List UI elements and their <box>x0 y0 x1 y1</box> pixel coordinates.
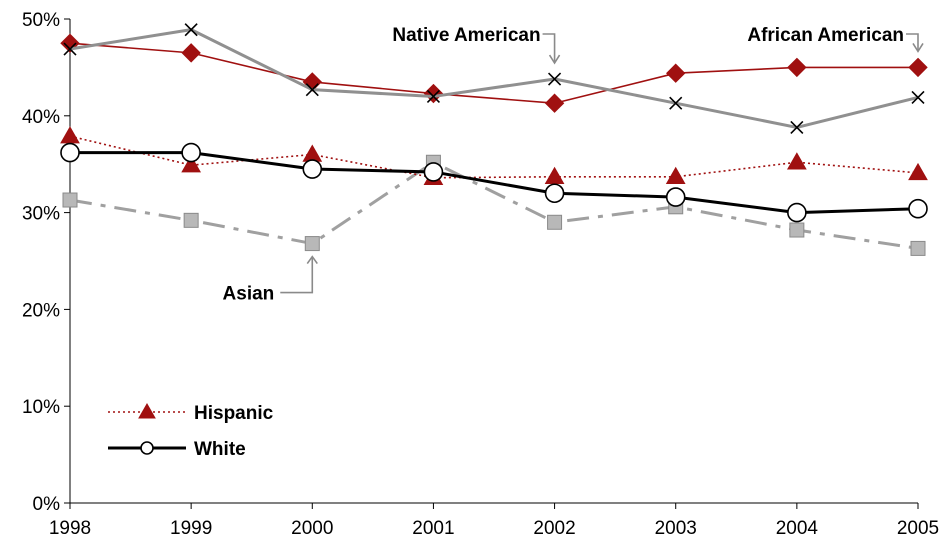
data-point-hispanic <box>181 155 202 173</box>
data-point-native-american <box>790 120 804 134</box>
data-point-african-american <box>544 93 565 113</box>
annotation-arrow <box>542 33 556 63</box>
series-asian <box>62 154 926 256</box>
legend-label: White <box>194 439 246 460</box>
data-point-african-american <box>181 43 201 63</box>
marker-stroke <box>426 89 440 104</box>
series-line-asian <box>69 160 919 250</box>
x-tick-label: 2005 <box>897 518 939 539</box>
annotation-label: Asian <box>223 284 275 305</box>
annotation-african-american: African American <box>747 25 924 53</box>
y-tick-label: 40% <box>22 107 60 128</box>
x-tick-label: 1998 <box>49 518 91 539</box>
data-point-hispanic <box>302 144 323 162</box>
data-point-native-american <box>63 42 77 56</box>
y-tick-label: 20% <box>22 300 60 321</box>
data-point-hispanic <box>60 126 80 144</box>
marker-stroke <box>548 72 562 86</box>
y-tick-label: 50% <box>22 10 60 31</box>
data-point-asian <box>304 236 320 252</box>
data-point-white <box>665 187 686 207</box>
x-tick-label: 2004 <box>776 518 819 539</box>
data-point-asian <box>183 212 199 228</box>
legend-swatch-marker <box>138 402 156 419</box>
marker-stroke <box>669 96 683 110</box>
series-white <box>60 142 928 223</box>
data-point-african-american <box>423 83 444 104</box>
series-line-hispanic <box>69 135 919 179</box>
annotation-arrow <box>280 257 314 294</box>
annotation-asian: Asian <box>223 255 318 305</box>
annotation-label: Native American <box>392 25 540 46</box>
annotation-arrow <box>906 33 919 51</box>
annotation-arrowhead <box>548 54 561 65</box>
marker-stroke <box>790 120 804 134</box>
data-point-asian <box>789 222 805 238</box>
legend-swatch-marker <box>140 441 154 455</box>
y-tick-label: 30% <box>22 204 60 225</box>
data-point-native-american <box>184 23 198 37</box>
x-tick-label: 2002 <box>533 518 575 539</box>
marker-stroke <box>63 42 77 56</box>
data-point-asian <box>547 214 563 230</box>
data-point-white <box>181 142 201 163</box>
data-point-african-american <box>666 63 686 83</box>
legend-item-white: White <box>108 439 246 460</box>
data-point-asian <box>910 240 926 256</box>
data-point-hispanic <box>665 166 686 185</box>
data-point-hispanic <box>786 152 807 170</box>
data-point-native-american <box>911 90 925 104</box>
data-point-native-american <box>669 96 683 110</box>
x-tick-label: 2001 <box>412 518 454 539</box>
data-point-asian <box>62 192 78 208</box>
x-tick-label: 1999 <box>170 518 212 539</box>
data-point-white <box>302 159 323 179</box>
data-point-native-american <box>426 89 440 104</box>
x-tick-label: 2000 <box>291 518 333 539</box>
data-point-white <box>60 142 80 163</box>
legend-item-hispanic: Hispanic <box>108 402 274 424</box>
marker-stroke <box>184 23 198 37</box>
marker-stroke <box>911 90 925 104</box>
data-point-native-american <box>305 83 319 97</box>
series-line-native-american <box>69 28 919 129</box>
y-tick-label: 10% <box>22 397 60 418</box>
annotation-arrowhead <box>306 255 318 265</box>
data-point-white <box>908 198 928 219</box>
series-line-white <box>70 151 919 215</box>
data-point-white <box>423 162 444 182</box>
annotation-arrowhead <box>912 42 924 53</box>
marker-stroke <box>305 83 319 97</box>
annotation-label: African American <box>747 25 904 46</box>
data-point-white <box>544 183 565 204</box>
y-tick-label: 0% <box>33 494 61 515</box>
data-point-hispanic <box>908 162 928 181</box>
data-point-african-american <box>787 57 807 78</box>
x-tick-label: 2003 <box>655 518 697 539</box>
data-point-white <box>787 202 807 223</box>
annotation-native-american: Native American <box>392 25 561 65</box>
legend-label: Hispanic <box>194 403 274 424</box>
data-point-hispanic <box>544 166 565 185</box>
data-point-african-american <box>908 57 928 78</box>
data-point-native-american <box>548 72 562 86</box>
series-native-american <box>63 23 925 134</box>
series-line-african-american <box>69 42 918 105</box>
